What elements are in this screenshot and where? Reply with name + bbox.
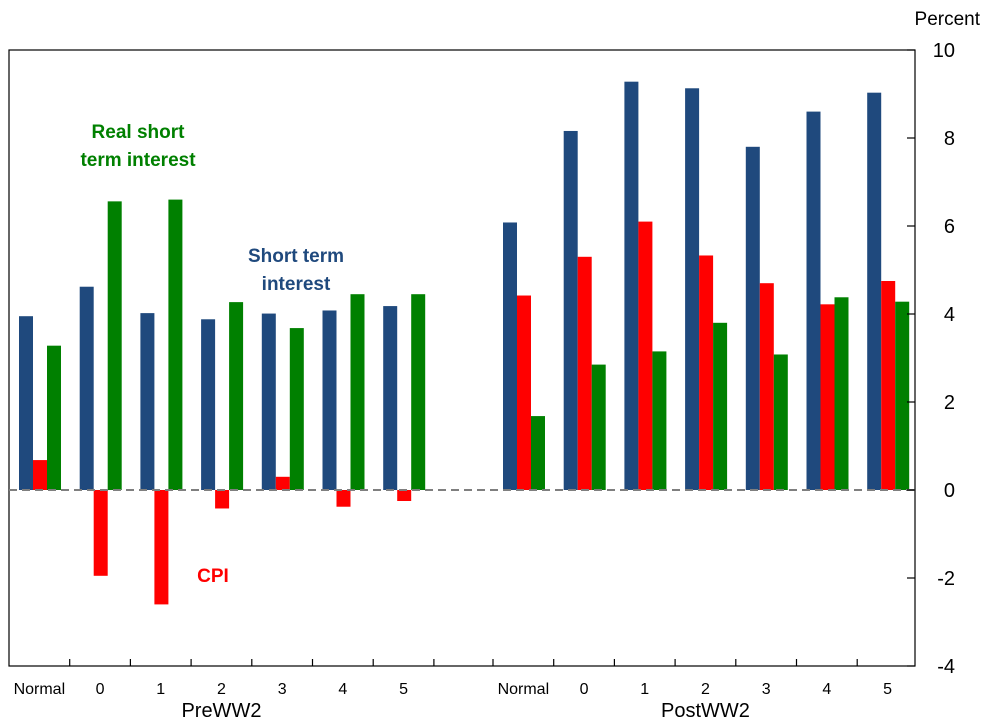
bar-short-term-interest [140,313,155,490]
y-tick-label: 10 [933,40,955,62]
y-unit-label: Percent [915,9,981,30]
bar-short-term-interest [79,286,94,490]
y-tick-label: 8 [944,128,955,150]
x-category-label: Normal [498,681,550,698]
bar-cpi [397,490,412,501]
bar-cpi [820,304,835,490]
bar-real-short-term-interest [834,297,849,490]
y-tick-label: -2 [937,568,955,590]
x-category-label: 5 [883,681,892,698]
x-axis-ticks: Normal 0 1 2 3 4 5 Normal 0 1 2 3 4 5 PreWW2 PostWW2 [14,659,892,722]
bar-real-short-term-interest [531,416,545,490]
bar-cpi [699,255,714,490]
bar-real-short-term-interest [773,354,788,490]
bar-short-term-interest [806,111,821,490]
y-tick-label: 6 [944,216,955,238]
bar-cpi [577,256,592,490]
bar-cpi [336,490,351,507]
x-category-label: 3 [762,681,771,698]
bar-real-short-term-interest [168,199,183,490]
bar-cpi [93,490,108,576]
bar-real-short-term-interest [411,294,426,490]
bar-cpi [215,490,230,509]
bar-real-short-term-interest [895,301,910,490]
x-category-label: 3 [278,681,287,698]
y-axis-ticks: 10 8 6 4 2 0 -2 -4 [907,40,955,678]
bar-real-short-term-interest [652,351,667,490]
y-tick-label: -4 [937,656,955,678]
y-tick-label: 4 [944,304,955,326]
bar-short-term-interest [503,222,517,491]
bar-real-short-term-interest [350,294,365,490]
x-group-label: PreWW2 [181,700,261,722]
bar-cpi [33,460,47,490]
x-category-label: 0 [96,681,105,698]
x-group-label: PostWW2 [661,700,750,722]
bar-short-term-interest [261,313,276,490]
annotation-label: CPI [197,566,229,587]
bar-short-term-interest [563,130,578,490]
x-category-label: Normal [14,681,66,698]
annotation-label: Short term [248,246,344,267]
bars-layer [19,81,910,605]
bar-real-short-term-interest [289,328,304,490]
x-category-label: 2 [701,681,710,698]
x-category-label: 2 [217,681,226,698]
bar-real-short-term-interest [591,364,606,490]
bar-cpi [759,283,774,490]
bar-short-term-interest [322,310,337,490]
bar-cpi [275,476,290,490]
bar-short-term-interest [745,146,760,491]
bar-real-short-term-interest [107,201,122,491]
bar-real-short-term-interest [47,345,61,490]
x-category-label: 1 [640,681,649,698]
bar-short-term-interest [685,88,700,490]
annotation-label: interest [262,274,331,295]
bar-real-short-term-interest [713,322,728,490]
annotation-label: term interest [80,150,196,171]
x-category-label: 5 [399,681,408,698]
bar-short-term-interest [201,319,216,490]
annotations-layer: Real short term interest Short term interes… [80,122,344,587]
annotation-label: Real short [92,122,186,143]
y-tick-label: 0 [944,480,955,502]
bar-short-term-interest [624,81,639,491]
bar-real-short-term-interest [229,302,244,490]
bar-short-term-interest [19,316,33,490]
y-tick-label: 2 [944,392,955,414]
bar-short-term-interest [867,92,882,491]
bar-cpi [154,490,169,605]
bar-cpi [517,295,531,490]
bar-cpi [881,281,896,490]
bar-short-term-interest [383,306,398,490]
bar-cpi [638,221,653,490]
x-category-label: 4 [338,681,347,698]
x-category-label: 1 [156,681,165,698]
x-category-label: 0 [580,681,589,698]
x-category-label: 4 [822,681,831,698]
